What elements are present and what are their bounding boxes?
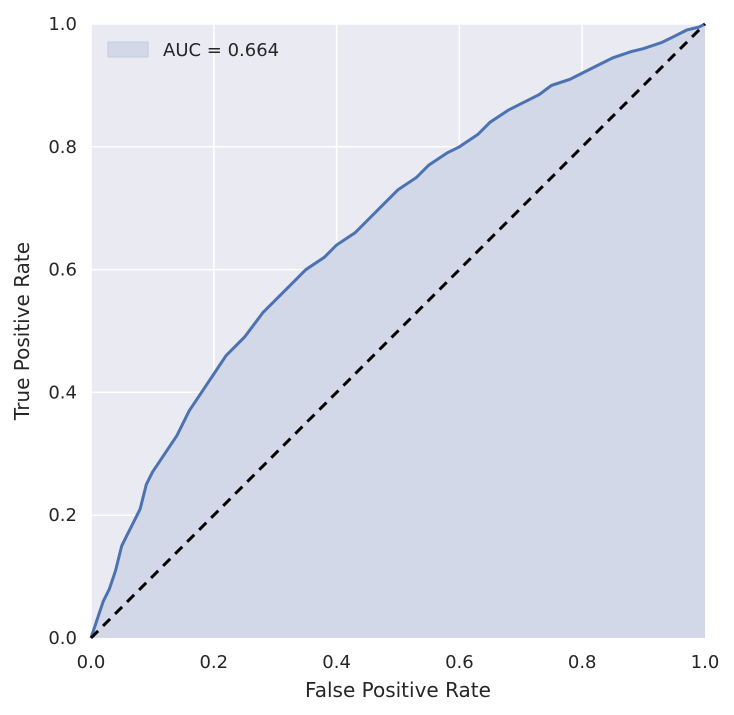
x-tick-label: 0.4 (322, 652, 351, 673)
y-axis-label: True Positive Rate (10, 242, 34, 421)
roc-curve (89, 22, 706, 639)
legend: AUC = 0.664 (107, 40, 279, 61)
y-tick-label: 0.8 (48, 137, 77, 158)
y-tick-label: 0.6 (48, 260, 77, 281)
x-tick-label: 0.6 (445, 652, 474, 673)
chance-diagonal-line (89, 22, 707, 640)
x-tick-label: 0.8 (568, 652, 597, 673)
x-tick-label: 0.0 (77, 652, 106, 673)
y-tick-label: 0.4 (48, 382, 77, 403)
x-tick-label: 0.2 (199, 652, 228, 673)
y-tick-label: 1.0 (48, 14, 77, 35)
legend-swatch (107, 41, 149, 58)
x-axis-ticks: 0.0 0.2 0.4 0.6 0.8 1.0 (77, 652, 720, 673)
x-tick-label: 1.0 (691, 652, 720, 673)
legend-label: AUC = 0.664 (163, 40, 279, 61)
y-axis-ticks: 0.0 0.2 0.4 0.6 0.8 1.0 (48, 14, 77, 649)
y-tick-label: 0.2 (48, 505, 77, 526)
y-tick-label: 0.0 (48, 628, 77, 649)
x-axis-label: False Positive Rate (305, 678, 491, 702)
